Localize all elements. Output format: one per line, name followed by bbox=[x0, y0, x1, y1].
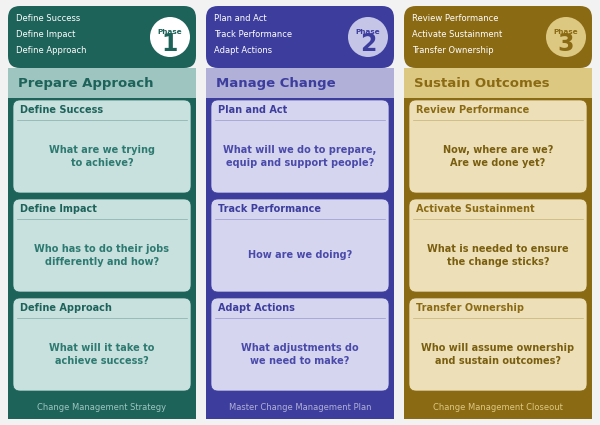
FancyBboxPatch shape bbox=[211, 199, 389, 292]
FancyBboxPatch shape bbox=[211, 100, 389, 193]
Text: Define Impact: Define Impact bbox=[16, 29, 76, 39]
FancyBboxPatch shape bbox=[13, 199, 191, 292]
Text: Activate Sustainment: Activate Sustainment bbox=[412, 29, 502, 39]
Text: Define Approach: Define Approach bbox=[20, 303, 112, 313]
Text: Transfer Ownership: Transfer Ownership bbox=[412, 45, 494, 54]
Bar bbox=[404, 68, 592, 98]
Text: Who will assume ownership
and sustain outcomes?: Who will assume ownership and sustain ou… bbox=[421, 343, 575, 366]
Text: What is needed to ensure
the change sticks?: What is needed to ensure the change stic… bbox=[427, 244, 569, 267]
Circle shape bbox=[546, 17, 586, 57]
FancyBboxPatch shape bbox=[404, 90, 592, 419]
FancyBboxPatch shape bbox=[8, 90, 196, 419]
Text: Adapt Actions: Adapt Actions bbox=[218, 303, 295, 313]
Bar bbox=[8, 397, 196, 419]
Circle shape bbox=[150, 17, 190, 57]
Text: Plan and Act: Plan and Act bbox=[218, 105, 287, 115]
Bar bbox=[8, 68, 196, 98]
FancyBboxPatch shape bbox=[211, 298, 389, 391]
Text: Phase: Phase bbox=[554, 29, 578, 35]
Bar bbox=[206, 68, 394, 98]
FancyBboxPatch shape bbox=[404, 6, 592, 68]
FancyBboxPatch shape bbox=[409, 199, 587, 292]
Text: 2: 2 bbox=[360, 32, 376, 56]
Text: 3: 3 bbox=[558, 32, 574, 56]
Text: How are we doing?: How are we doing? bbox=[248, 250, 352, 261]
Text: What adjustments do
we need to make?: What adjustments do we need to make? bbox=[241, 343, 359, 366]
Text: Phase: Phase bbox=[356, 29, 380, 35]
Text: Plan and Act: Plan and Act bbox=[214, 14, 266, 23]
Text: Now, where are we?
Are we done yet?: Now, where are we? Are we done yet? bbox=[443, 145, 553, 168]
Text: Manage Change: Manage Change bbox=[216, 76, 335, 90]
Text: 1: 1 bbox=[162, 32, 178, 56]
Text: Define Success: Define Success bbox=[20, 105, 103, 115]
Text: Transfer Ownership: Transfer Ownership bbox=[416, 303, 524, 313]
FancyBboxPatch shape bbox=[8, 397, 196, 419]
Text: Review Performance: Review Performance bbox=[416, 105, 529, 115]
FancyBboxPatch shape bbox=[409, 298, 587, 391]
FancyBboxPatch shape bbox=[13, 100, 191, 193]
FancyBboxPatch shape bbox=[404, 397, 592, 419]
Text: Master Change Management Plan: Master Change Management Plan bbox=[229, 403, 371, 413]
Text: Define Impact: Define Impact bbox=[20, 204, 97, 214]
FancyBboxPatch shape bbox=[206, 90, 394, 419]
FancyBboxPatch shape bbox=[206, 6, 394, 68]
Text: Change Management Strategy: Change Management Strategy bbox=[37, 403, 167, 413]
Circle shape bbox=[348, 17, 388, 57]
Text: Track Performance: Track Performance bbox=[218, 204, 321, 214]
FancyBboxPatch shape bbox=[206, 397, 394, 419]
Text: Define Approach: Define Approach bbox=[16, 45, 86, 54]
Text: What will we do to prepare,
equip and support people?: What will we do to prepare, equip and su… bbox=[223, 145, 377, 168]
FancyBboxPatch shape bbox=[13, 298, 191, 391]
Text: Phase: Phase bbox=[158, 29, 182, 35]
Text: Review Performance: Review Performance bbox=[412, 14, 499, 23]
FancyBboxPatch shape bbox=[8, 6, 196, 68]
FancyBboxPatch shape bbox=[409, 100, 587, 193]
Text: Activate Sustainment: Activate Sustainment bbox=[416, 204, 535, 214]
Bar bbox=[206, 397, 394, 419]
Bar bbox=[404, 397, 592, 419]
Text: Change Management Closeout: Change Management Closeout bbox=[433, 403, 563, 413]
Text: Adapt Actions: Adapt Actions bbox=[214, 45, 272, 54]
Text: Define Success: Define Success bbox=[16, 14, 80, 23]
Text: Track Performance: Track Performance bbox=[214, 29, 292, 39]
Text: What are we trying
to achieve?: What are we trying to achieve? bbox=[49, 145, 155, 168]
Text: Who has to do their jobs
differently and how?: Who has to do their jobs differently and… bbox=[35, 244, 170, 267]
Text: Sustain Outcomes: Sustain Outcomes bbox=[414, 76, 550, 90]
Text: What will it take to
achieve success?: What will it take to achieve success? bbox=[49, 343, 155, 366]
Text: Prepare Approach: Prepare Approach bbox=[18, 76, 154, 90]
